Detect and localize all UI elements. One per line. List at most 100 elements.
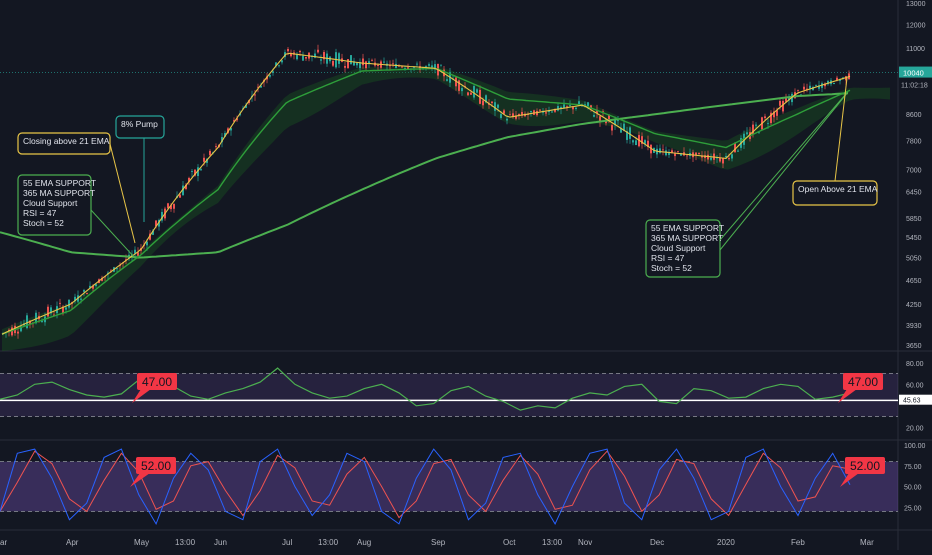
candle-body [347, 59, 349, 68]
candle-body [278, 65, 280, 67]
candle-body [116, 268, 118, 270]
candle-body [446, 79, 448, 81]
candle-body [617, 120, 619, 122]
candle-body [680, 153, 682, 156]
candle-body [401, 66, 403, 68]
candle-body [629, 127, 631, 139]
stoch-tick-label: 75.00 [904, 464, 922, 471]
candle-body [722, 158, 724, 164]
candle-body [470, 92, 472, 95]
candle-body [815, 84, 817, 86]
rsi-callout-pointer [838, 389, 857, 403]
candle-body [317, 49, 319, 53]
candle-body [509, 114, 511, 116]
candle-body [179, 194, 181, 198]
candle-body [155, 220, 157, 227]
candle-body [665, 150, 667, 156]
candle-body [20, 326, 22, 332]
price-tick-label: 4250 [906, 302, 922, 309]
candle-body [203, 157, 205, 162]
candle-body [377, 65, 379, 67]
candle-body [35, 312, 37, 324]
annotation-support-left-text: 55 EMA SUPPORT [23, 178, 96, 188]
stoch-tick-label: 25.00 [904, 505, 922, 512]
candle-body [809, 85, 811, 89]
candle-body [275, 62, 277, 66]
rsi-tick-label: 20.00 [906, 425, 924, 432]
candle-body [89, 285, 91, 288]
candle-body [371, 59, 373, 61]
x-tick-label: Apr [66, 538, 79, 547]
annotation-support-right-text: Cloud Support [651, 243, 706, 253]
candle-body [245, 105, 247, 108]
candle-body [476, 89, 478, 93]
candle-body [134, 249, 136, 254]
candle-body [398, 65, 400, 67]
annotation-8pct-pump-box [115, 115, 165, 139]
candle-body [365, 61, 367, 69]
candle-body [521, 111, 523, 116]
price-tick-label: 12000 [906, 23, 926, 30]
annotations: Closing above 21 EMA 8% Pump 55 EMA SUPPOR… [17, 77, 878, 278]
ema-55-line [1, 67, 851, 335]
candle-body [458, 80, 460, 91]
candle-body [467, 92, 469, 96]
candle-body [260, 85, 262, 88]
annotation-pointer [109, 143, 136, 244]
candle-body [290, 53, 292, 57]
ma-365-line [0, 92, 849, 259]
countdown-label: 11:02:18 [901, 83, 928, 90]
candle-body [152, 230, 154, 235]
annotation-closing-above-21ema-box [17, 132, 111, 155]
annotation-pointer [90, 209, 136, 259]
annotation-support-right-text: RSI = 47 [651, 253, 685, 263]
candle-body [149, 233, 151, 240]
x-tick-label: Sep [431, 538, 446, 547]
candle-body [47, 306, 49, 317]
candle-body [305, 56, 307, 59]
rsi-callout-box [843, 373, 883, 390]
candle-body [197, 167, 199, 177]
x-tick-label: Jun [214, 538, 227, 547]
candle-body [17, 331, 19, 334]
candle-body [254, 94, 256, 96]
candle-body [101, 277, 103, 281]
candle-body [425, 66, 427, 68]
candle-body [518, 113, 520, 116]
annotation-open-above-21ema-text: Open Above 21 EMA [798, 184, 878, 194]
candle-body [797, 89, 799, 91]
x-tick-label: Dec [650, 538, 664, 547]
candle-body [110, 270, 112, 272]
candle-body [167, 203, 169, 209]
price-tick-label: 11000 [906, 46, 925, 53]
candle-body [320, 59, 322, 61]
candle-body [737, 150, 739, 152]
candle-body [791, 93, 793, 103]
candle-body [770, 112, 772, 124]
candle-body [74, 296, 76, 302]
x-tick-label: Nov [578, 538, 592, 547]
current-price-label: 10040 [903, 69, 924, 78]
rsi-callout-label: 47.00 [142, 375, 172, 389]
candle-body [719, 157, 721, 162]
candle-body [491, 101, 493, 104]
candle-body [608, 114, 610, 120]
stoch-band [0, 461, 898, 512]
candle-body [545, 112, 547, 114]
candle-body [686, 155, 688, 157]
candle-body [344, 66, 346, 68]
rsi-tick-label: 60.00 [906, 382, 924, 389]
x-tick-label: Mar [860, 538, 874, 547]
price-tick-label: 3650 [906, 343, 922, 350]
candle-body [773, 111, 775, 118]
annotation-support-left-text: 365 MA SUPPORT [23, 188, 95, 198]
candle-body [569, 105, 571, 106]
candle-body [755, 124, 757, 126]
candle-body [257, 86, 259, 88]
candle-body [701, 155, 703, 158]
candle-body [698, 153, 700, 155]
x-tick-label: May [134, 538, 149, 547]
stoch-callout-pointer [840, 473, 859, 487]
candle-body [224, 133, 226, 137]
